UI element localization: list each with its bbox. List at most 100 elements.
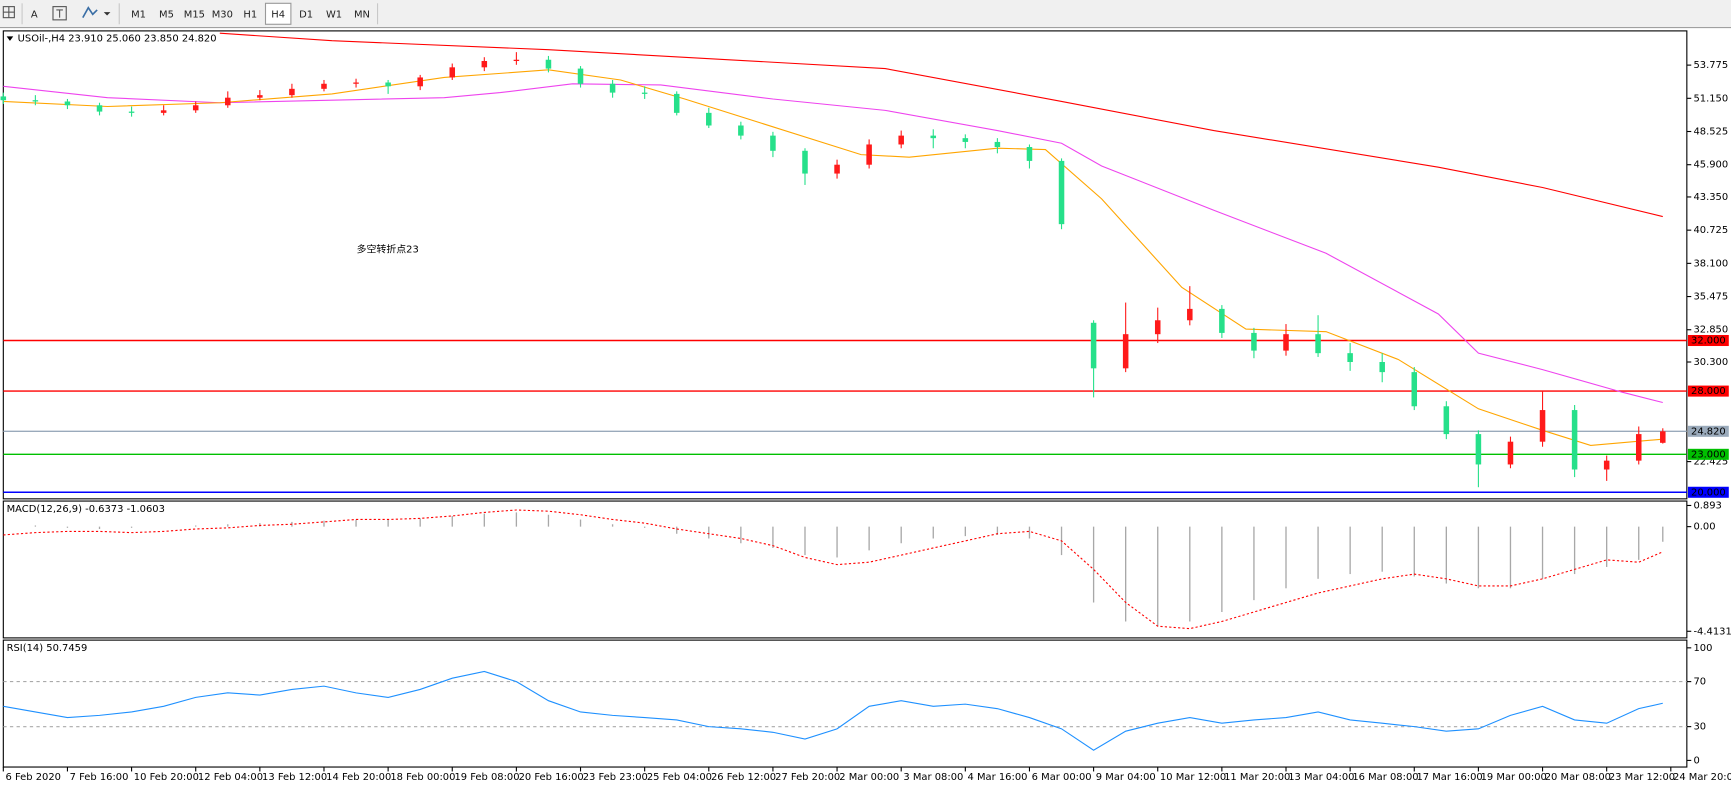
candle-body xyxy=(1187,308,1193,321)
candle-body xyxy=(1315,334,1321,354)
x-tick-label: 3 Mar 08:00 xyxy=(903,772,963,783)
pane: USOil-,H4 23.910 25.060 23.850 24.820 53.… xyxy=(0,30,1729,500)
x-tick-label: 17 Mar 16:00 xyxy=(1416,772,1482,783)
timeframe-button[interactable]: M15 xyxy=(184,9,205,20)
pane-title: USOil-,H4 23.910 25.060 23.850 24.820 xyxy=(18,34,217,45)
crosshair-tool[interactable] xyxy=(2,6,15,19)
candle-body xyxy=(0,96,7,101)
x-tick-label: 23 Feb 23:00 xyxy=(583,772,648,783)
candle-body xyxy=(706,112,712,126)
candle-body xyxy=(225,97,231,106)
candle-body xyxy=(1635,434,1642,461)
candle-body xyxy=(1283,334,1289,351)
candle-body xyxy=(1443,406,1450,435)
pane: MACD(12,26,9) -0.6373 -1.0603 0.893 0.00 -4… xyxy=(2,500,1731,639)
candle-body xyxy=(417,77,423,87)
level-label-box xyxy=(1687,448,1729,460)
timeframe-button[interactable]: H1 xyxy=(243,9,257,20)
rsi-line xyxy=(3,670,1663,751)
x-tick-label: 16 Mar 08:00 xyxy=(1352,772,1418,783)
candle-body xyxy=(481,61,488,68)
candle-body xyxy=(802,150,808,174)
shapes-tool[interactable] xyxy=(82,6,111,19)
moving-average xyxy=(3,83,1663,404)
level-label: 32.000 xyxy=(1691,336,1726,347)
label-tool[interactable] xyxy=(52,6,67,21)
candle-body xyxy=(577,68,584,84)
candle-body xyxy=(192,105,199,111)
timeframe-button[interactable]: M30 xyxy=(212,9,233,20)
y-tick-label: -4.4131 xyxy=(1693,626,1731,637)
candle-body xyxy=(1251,332,1257,351)
pane: RSI(14) 50.7459 0 30 70 100 6 Feb 2020 7 Feb 1… xyxy=(2,639,1731,783)
y-tick-label: 48.525 xyxy=(1693,127,1728,138)
x-tick-label: 20 Mar 08:00 xyxy=(1545,772,1611,783)
x-tick-label: 10 Feb 20:00 xyxy=(134,772,199,783)
x-tick-label: 13 Mar 04:00 xyxy=(1288,772,1354,783)
candle-body xyxy=(545,59,552,69)
level-label: 28.000 xyxy=(1691,386,1726,397)
candle-body xyxy=(1660,431,1666,443)
y-tick-label: 45.900 xyxy=(1693,160,1728,171)
level-label-box xyxy=(1687,425,1729,437)
candle-body xyxy=(385,82,391,87)
candle-body xyxy=(1122,334,1129,369)
candle-body xyxy=(1539,410,1546,442)
chart-menu-arrow[interactable] xyxy=(6,36,14,41)
candle-body xyxy=(673,93,680,113)
timeframe-pressed[interactable] xyxy=(264,2,292,25)
x-tick-label: 4 Mar 16:00 xyxy=(968,772,1028,783)
candle-body xyxy=(866,144,872,165)
x-tick-label: 19 Feb 08:00 xyxy=(454,772,519,783)
y-tick-label: 0.00 xyxy=(1693,522,1715,533)
text-tool[interactable]: A xyxy=(31,9,38,20)
candle-body xyxy=(738,125,744,136)
x-tick-label: 25 Feb 04:00 xyxy=(647,772,712,783)
timeframe-button[interactable]: MN xyxy=(354,9,370,20)
y-tick-label: 22.425 xyxy=(1693,457,1728,468)
y-tick-label: 35.475 xyxy=(1693,292,1728,303)
candle-body xyxy=(1475,434,1482,465)
candle-body xyxy=(289,88,295,96)
timeframe-button[interactable]: W1 xyxy=(326,9,342,20)
annotation: 多空转折点23 xyxy=(357,242,419,255)
x-tick-label: 2 Mar 00:00 xyxy=(839,772,899,783)
x-tick-label: 12 Feb 04:00 xyxy=(198,772,263,783)
candle-body xyxy=(128,111,135,113)
y-tick-label: 100 xyxy=(1693,643,1712,654)
candle-body xyxy=(513,59,520,62)
x-tick-label: 20 Feb 16:00 xyxy=(519,772,584,783)
y-tick-label: 32.850 xyxy=(1693,325,1728,336)
timeframe-button[interactable]: D1 xyxy=(299,9,313,20)
timeframe-button[interactable]: M1 xyxy=(131,9,146,20)
toolbar-bg xyxy=(0,0,1731,28)
level-label: 24.820 xyxy=(1691,426,1726,437)
candle-body xyxy=(353,82,359,84)
candle-body xyxy=(160,110,167,113)
y-tick-label: 53.775 xyxy=(1693,60,1728,71)
level-label-box xyxy=(1687,486,1729,498)
y-tick-label: 30 xyxy=(1693,722,1706,733)
candle-body xyxy=(321,83,327,89)
candle-body xyxy=(1090,322,1097,369)
candle-body xyxy=(96,105,103,112)
y-tick-label: 43.350 xyxy=(1693,192,1728,203)
y-tick-label: 38.100 xyxy=(1693,258,1728,269)
toolbar: A M1 M5 M15 M30 H1 H4 D1 W1 MN xyxy=(0,0,1731,29)
timeframe-button[interactable]: H4 xyxy=(271,9,285,20)
candle-body xyxy=(1571,410,1578,470)
candle-body xyxy=(1154,320,1161,335)
x-tick-label: 6 Mar 00:00 xyxy=(1032,772,1092,783)
pane-title: RSI(14) 50.7459 xyxy=(7,643,88,654)
x-tick-label: 19 Mar 00:00 xyxy=(1481,772,1547,783)
x-tick-label: 14 Feb 20:00 xyxy=(326,772,391,783)
timeframe-button[interactable]: M5 xyxy=(159,9,174,20)
y-tick-label: 0.893 xyxy=(1693,500,1721,511)
pane-title: MACD(12,26,9) -0.6373 -1.0603 xyxy=(7,504,165,515)
level-label: 23.000 xyxy=(1691,449,1726,460)
signal-line xyxy=(3,509,1663,630)
x-tick-label: 9 Mar 04:00 xyxy=(1096,772,1156,783)
